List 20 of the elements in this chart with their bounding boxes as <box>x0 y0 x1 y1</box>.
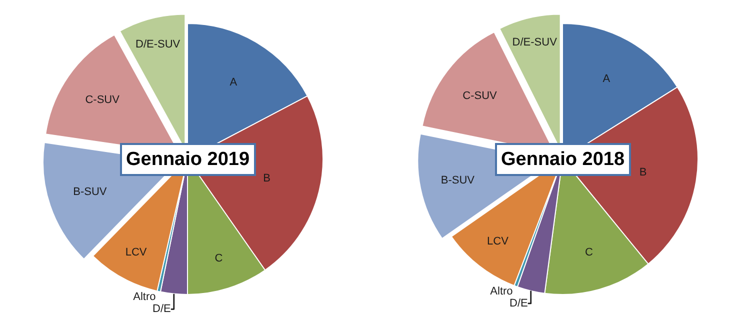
slice-label: C-SUV <box>462 90 498 102</box>
slice-label: C-SUV <box>85 94 120 106</box>
slice-label: Altro <box>133 291 156 304</box>
slice-label: B-SUV <box>73 186 108 198</box>
slice-label: A <box>230 76 238 89</box>
slice-label: LCV <box>125 246 148 259</box>
text: Gennaio 2018 <box>501 149 625 170</box>
slice-label: B <box>263 172 270 184</box>
slice-label: D/E <box>152 303 171 316</box>
slice-label: A <box>602 73 611 86</box>
slice-label: D/E-SUV <box>136 38 181 51</box>
slice-label: B-SUV <box>440 174 476 187</box>
text: Gennaio 2019 <box>126 149 250 170</box>
slice-label: D/E-SUV <box>512 36 558 49</box>
slice-label: Altro <box>490 286 513 298</box>
slice-label: D/E <box>510 298 528 310</box>
slice-label: C <box>214 252 223 264</box>
slice-label: B <box>639 166 647 178</box>
slice-label: C <box>584 246 593 258</box>
slice-label: LCV <box>487 236 510 248</box>
